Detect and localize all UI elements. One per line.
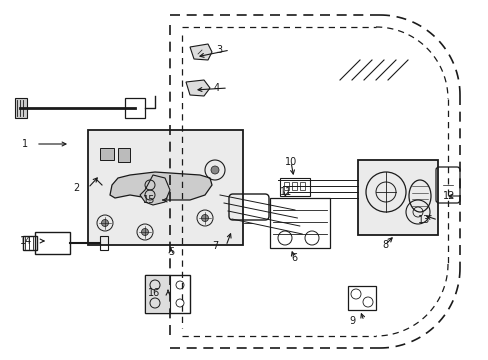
Circle shape <box>210 166 219 174</box>
Text: 10: 10 <box>285 157 297 167</box>
Bar <box>145 275 170 313</box>
Bar <box>100 148 114 160</box>
Circle shape <box>201 215 208 221</box>
Text: 6: 6 <box>290 253 296 263</box>
Text: 1: 1 <box>22 139 28 149</box>
Text: 4: 4 <box>213 83 220 93</box>
Bar <box>269 198 329 248</box>
Text: 15: 15 <box>142 195 155 205</box>
Text: 3: 3 <box>215 45 222 55</box>
Bar <box>291 182 296 190</box>
Bar <box>23 236 37 250</box>
Text: 14: 14 <box>20 236 32 246</box>
Text: 13: 13 <box>417 215 429 225</box>
Bar <box>125 98 145 118</box>
Bar <box>284 182 288 190</box>
Text: 9: 9 <box>349 316 355 326</box>
Bar <box>35 232 70 254</box>
Text: 5: 5 <box>167 247 174 257</box>
Bar <box>145 275 190 313</box>
Circle shape <box>141 229 148 235</box>
Bar <box>88 130 243 245</box>
Bar <box>15 98 27 118</box>
Polygon shape <box>110 172 212 200</box>
Text: 16: 16 <box>147 288 160 298</box>
Bar <box>280 178 309 196</box>
Bar <box>100 236 108 250</box>
Text: 2: 2 <box>74 183 80 193</box>
Polygon shape <box>185 80 209 96</box>
Text: 8: 8 <box>381 240 387 250</box>
Text: 7: 7 <box>211 241 218 251</box>
Bar <box>299 182 305 190</box>
Bar <box>347 286 375 310</box>
Bar <box>118 148 130 162</box>
Text: 11: 11 <box>279 187 291 197</box>
Circle shape <box>102 220 108 226</box>
Polygon shape <box>190 44 212 60</box>
Polygon shape <box>140 175 170 205</box>
Text: 12: 12 <box>442 191 454 201</box>
Bar <box>357 160 437 235</box>
